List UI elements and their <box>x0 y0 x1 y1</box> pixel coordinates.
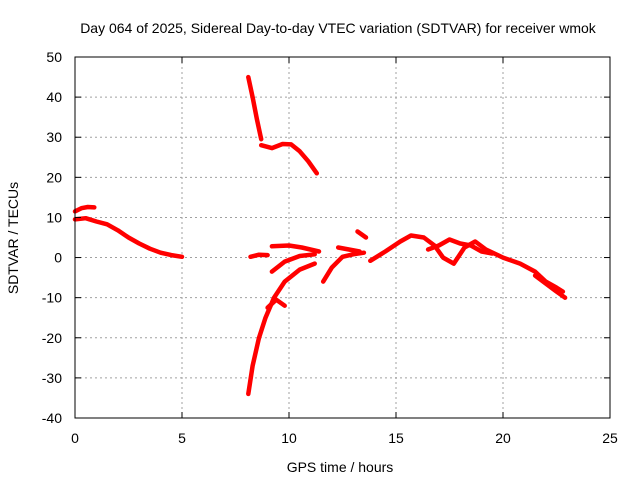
plot-frame <box>74 56 611 419</box>
y-tick-label: 50 <box>46 49 62 65</box>
y-tick-labels: 50 40 30 20 10 0 -10 -20 -30 -40 <box>42 49 62 426</box>
series-arc-small-c <box>269 243 322 254</box>
chart-title: Day 064 of 2025, Sidereal Day-to-day VTE… <box>80 20 597 36</box>
series-arc-late <box>368 233 566 294</box>
y-tick-label: 20 <box>46 169 62 185</box>
y-tick-label: -10 <box>42 290 62 306</box>
x-tick-labels: 0 5 10 15 20 25 <box>71 430 618 446</box>
x-tick-label: 15 <box>388 430 404 446</box>
grid <box>75 57 610 418</box>
x-tick-label: 20 <box>495 430 511 446</box>
series-arc-early-decline <box>72 215 185 260</box>
y-tick-label: 10 <box>46 209 62 225</box>
series-arc-late-b <box>425 237 495 256</box>
series-group <box>72 74 568 397</box>
series-arc-late-c <box>532 273 568 300</box>
y-tick-label: 0 <box>54 250 62 266</box>
series-arc-dip <box>265 297 287 310</box>
series-arc-small-b <box>269 252 317 274</box>
series-arc-early-high <box>72 204 97 214</box>
y-tick-label: 40 <box>46 89 62 105</box>
y-tick-label: 30 <box>46 129 62 145</box>
x-axis-title: GPS time / hours <box>287 459 394 475</box>
series-arc-steep-high <box>246 74 264 142</box>
series-arc-mid <box>320 250 367 284</box>
x-tick-label: 10 <box>281 430 297 446</box>
ticks <box>74 56 611 419</box>
series-arc-mid-small <box>355 229 369 240</box>
series-arc-small-a <box>248 252 270 260</box>
y-tick-label: -20 <box>42 330 62 346</box>
series-arc-mid-b <box>335 245 362 254</box>
y-tick-label: -30 <box>42 370 62 386</box>
x-tick-label: 5 <box>178 430 186 446</box>
series-arc-steep-low <box>246 261 317 397</box>
x-tick-label: 0 <box>71 430 79 446</box>
series-arc-hump <box>258 141 320 176</box>
x-tick-label: 25 <box>602 430 618 446</box>
y-axis-title: SDTVAR / TECUs <box>5 182 21 294</box>
y-tick-label: -40 <box>42 410 62 426</box>
